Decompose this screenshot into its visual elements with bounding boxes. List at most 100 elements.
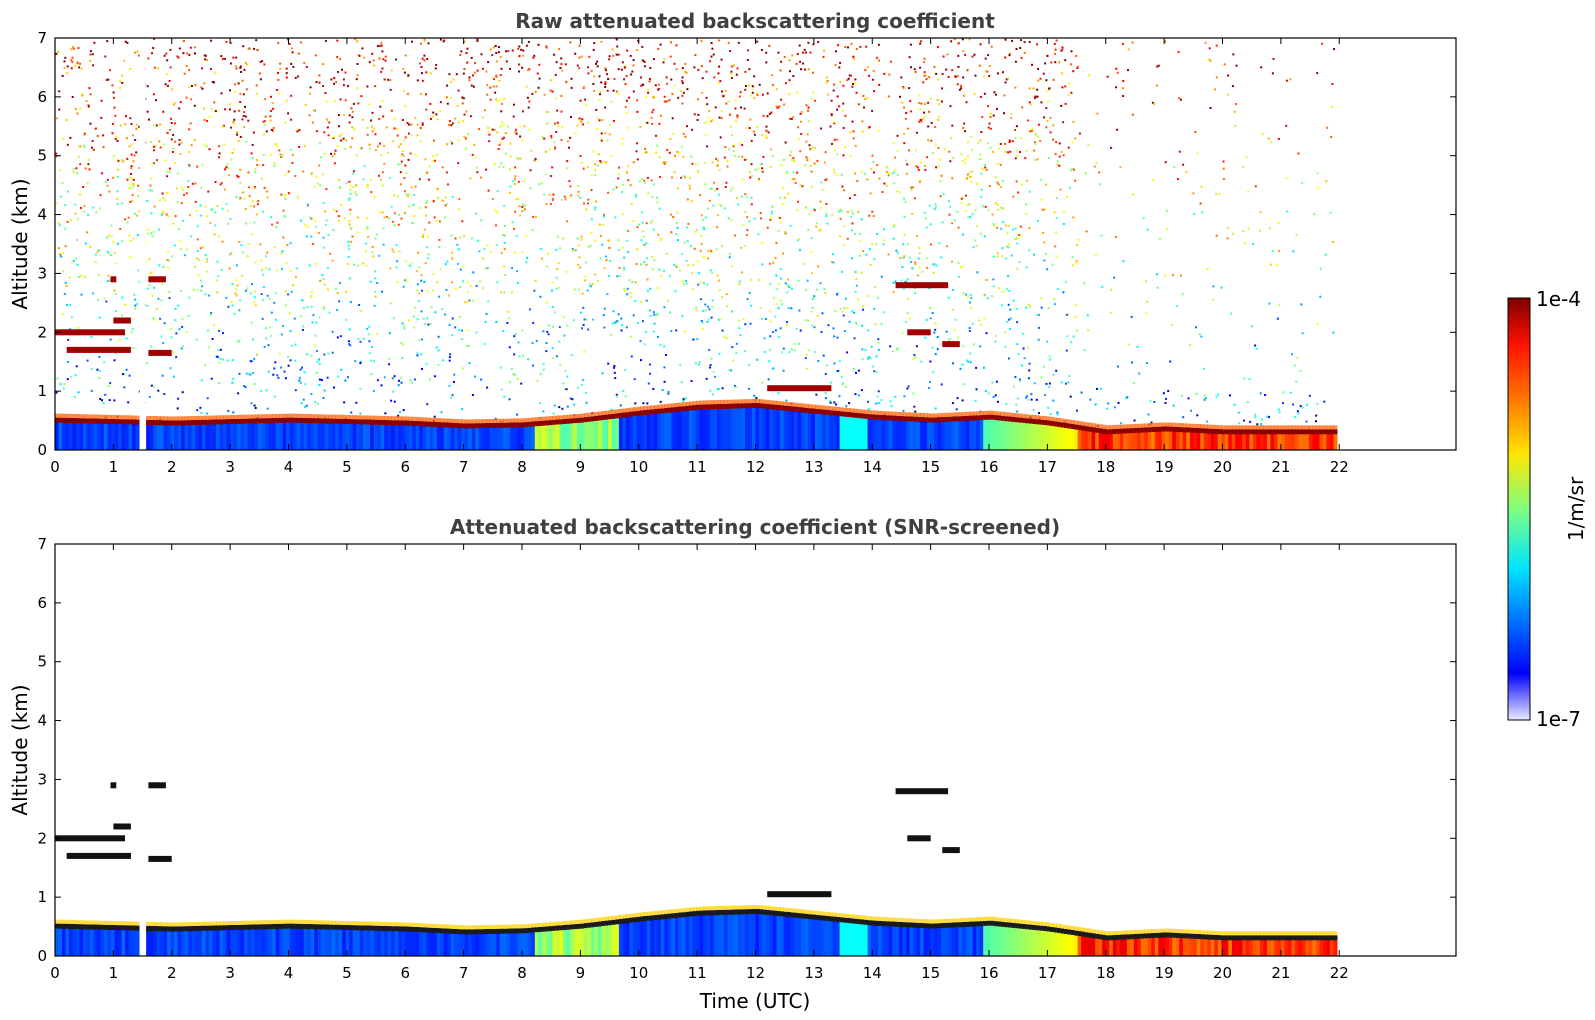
y-tick-label: 7 <box>37 535 47 553</box>
x-tick-label: 10 <box>629 458 648 476</box>
x-tick-label: 0 <box>50 964 60 982</box>
x-tick-label: 19 <box>1155 458 1174 476</box>
colorbar-gradient <box>1507 297 1531 721</box>
x-tick-label: 7 <box>459 964 469 982</box>
cloud-layer-2 <box>148 349 172 356</box>
cloud-layer-6 <box>767 891 832 898</box>
cloud-layer-8 <box>907 329 931 336</box>
x-tick-label: 11 <box>688 964 707 982</box>
x-tick-label: 20 <box>1213 458 1232 476</box>
x-tick-label: 22 <box>1330 964 1349 982</box>
cloud-layer-3 <box>113 823 131 830</box>
x-tick-label: 8 <box>517 964 527 982</box>
cloud-layer-1 <box>66 346 131 353</box>
x-tick-label: 5 <box>342 458 352 476</box>
cloud-layer-2 <box>148 855 172 862</box>
y-tick-label: 0 <box>37 441 47 459</box>
panel-raw: Raw attenuated backscattering coefficien… <box>8 9 1457 476</box>
x-tick-label: 21 <box>1271 964 1290 982</box>
cloud-layer-7 <box>895 282 949 289</box>
y-tick-label: 4 <box>37 712 47 730</box>
y-tick-label: 6 <box>37 594 47 612</box>
x-tick-label: 4 <box>284 964 294 982</box>
cloud-layer-0 <box>55 329 125 336</box>
cloud-layer-7 <box>895 788 949 795</box>
x-tick-label: 11 <box>688 458 707 476</box>
raw-boundary-layer <box>55 398 1338 450</box>
y-tick-label: 3 <box>37 770 47 788</box>
panel-raw-plot-area <box>55 38 1338 450</box>
x-tick-label: 5 <box>342 964 352 982</box>
x-tick-label: 1 <box>109 964 119 982</box>
cloud-layer-4 <box>110 782 117 789</box>
x-tick-label: 0 <box>50 458 60 476</box>
y-tick-label: 5 <box>37 147 47 165</box>
x-tick-label: 12 <box>746 964 765 982</box>
cloud-layer-1 <box>66 852 131 859</box>
cloud-layer-9 <box>942 847 960 854</box>
x-tick-label: 8 <box>517 458 527 476</box>
x-tick-label: 15 <box>921 964 940 982</box>
x-tick-label: 6 <box>400 458 410 476</box>
x-tick-label: 3 <box>225 458 235 476</box>
x-tick-label: 9 <box>576 964 586 982</box>
x-tick-label: 12 <box>746 458 765 476</box>
x-tick-label: 16 <box>979 458 998 476</box>
y-tick-label: 1 <box>37 888 47 906</box>
data-gap-stripe <box>139 544 146 956</box>
panel-screened-y-axis: 0 1 2 3 4 5 6 7 <box>37 535 1456 965</box>
x-tick-label: 19 <box>1155 964 1174 982</box>
panel-screened-ylabel: Altitude (km) <box>8 684 32 815</box>
x-tick-label: 14 <box>863 458 882 476</box>
x-tick-label: 18 <box>1096 458 1115 476</box>
x-tick-label: 17 <box>1038 458 1057 476</box>
y-tick-label: 7 <box>37 29 47 47</box>
x-tick-label: 2 <box>167 458 177 476</box>
x-tick-label: 14 <box>863 964 882 982</box>
noise-speckle <box>55 38 1335 450</box>
cloud-layer-9 <box>942 341 960 348</box>
panel-screened-xlabel: Time (UTC) <box>699 989 811 1013</box>
cloud-layer-5 <box>148 276 166 283</box>
panel-screened-x-axis: 0 1 2 3 4 5 6 7 8 9 10 11 12 13 14 15 16 17 18 19 20 21 22 <box>50 544 1349 982</box>
x-tick-label: 7 <box>459 458 469 476</box>
panel-raw-x-axis: 0 1 2 3 4 5 6 7 8 9 10 11 12 13 14 15 16 17 18 19 20 21 22 <box>50 38 1349 476</box>
panel-raw-ylabel: Altitude (km) <box>8 178 32 309</box>
panel-screened-frame <box>54 543 1457 957</box>
x-tick-label: 10 <box>629 964 648 982</box>
cloud-layer-8 <box>907 835 931 842</box>
x-tick-label: 9 <box>576 458 586 476</box>
x-tick-label: 2 <box>167 964 177 982</box>
cloud-layer-3 <box>113 317 131 324</box>
data-gap-stripe <box>139 38 146 450</box>
x-tick-label: 17 <box>1038 964 1057 982</box>
y-tick-label: 3 <box>37 264 47 282</box>
panel-screened: Attenuated backscattering coefficient (S… <box>8 515 1457 1013</box>
y-tick-label: 1 <box>37 382 47 400</box>
x-tick-label: 22 <box>1330 458 1349 476</box>
x-tick-label: 16 <box>979 964 998 982</box>
cloud-layer-4 <box>110 276 117 283</box>
x-tick-label: 6 <box>400 964 410 982</box>
x-tick-label: 13 <box>804 964 823 982</box>
panel-raw-y-axis: 0 1 2 3 4 5 6 7 <box>37 29 1456 459</box>
y-tick-label: 6 <box>37 88 47 106</box>
screened-cloud-layers <box>55 782 960 898</box>
cloud-layer-0 <box>55 835 125 842</box>
y-tick-label: 0 <box>37 947 47 965</box>
x-tick-label: 4 <box>284 458 294 476</box>
x-tick-label: 1 <box>109 458 119 476</box>
cloud-layer-6 <box>767 385 832 392</box>
x-tick-label: 20 <box>1213 964 1232 982</box>
y-tick-label: 2 <box>37 829 47 847</box>
screened-boundary-layer <box>55 904 1338 956</box>
x-tick-label: 21 <box>1271 458 1290 476</box>
x-tick-label: 3 <box>225 964 235 982</box>
x-tick-label: 15 <box>921 458 940 476</box>
colorbar-max-label: 1e-4 <box>1536 287 1581 311</box>
raw-cloud-layers <box>55 276 960 392</box>
y-tick-label: 2 <box>37 323 47 341</box>
x-tick-label: 18 <box>1096 964 1115 982</box>
cloud-layer-5 <box>148 782 166 789</box>
